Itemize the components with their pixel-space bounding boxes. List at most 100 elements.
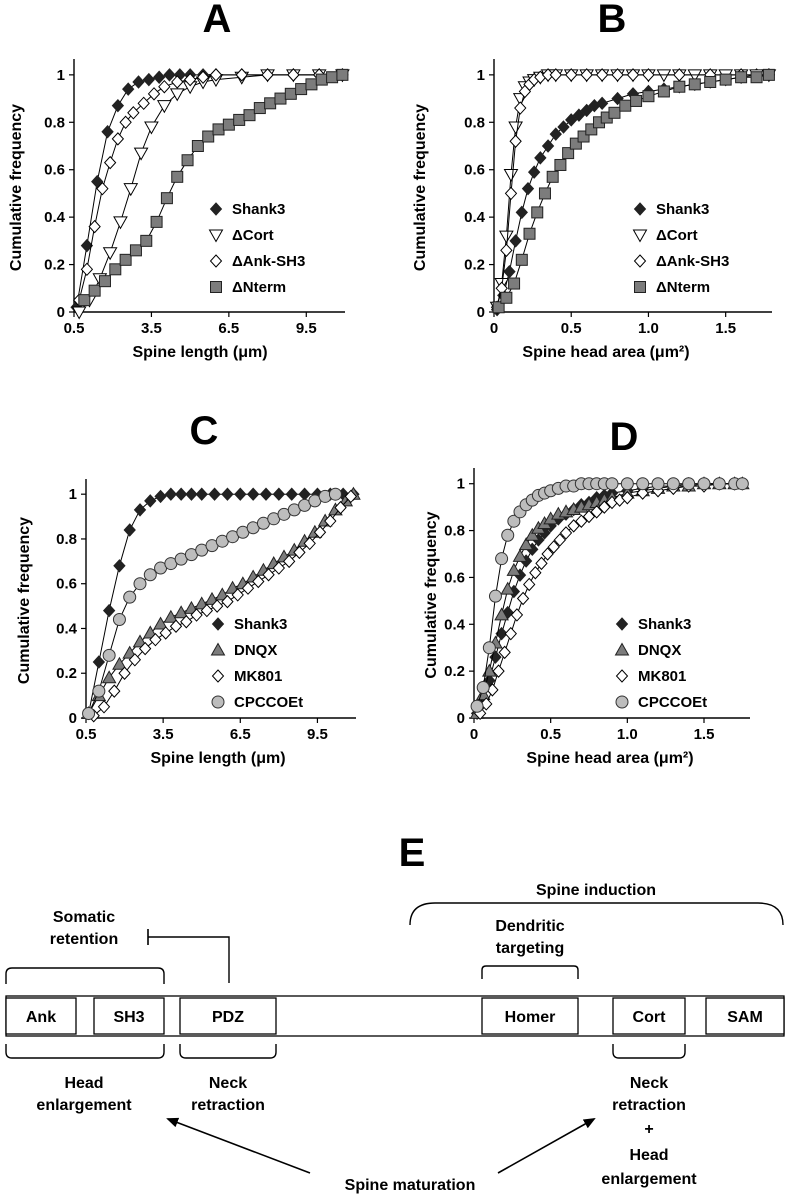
data-point: [651, 477, 665, 491]
data-point: [287, 68, 300, 82]
dendritic-targeting-bracket: [481, 965, 579, 979]
data-point: [234, 487, 247, 501]
data-point: [160, 192, 173, 205]
data-point: [508, 121, 523, 135]
data-point: [88, 219, 101, 234]
legend-marker: [632, 229, 648, 243]
data-point: [735, 71, 748, 84]
data-point: [112, 656, 127, 670]
legend-marker: [633, 254, 647, 268]
data-point: [133, 147, 149, 161]
series-3: [492, 68, 775, 314]
data-point: [515, 253, 528, 266]
data-point: [562, 147, 575, 160]
data-point: [557, 120, 570, 134]
data-point: [208, 487, 221, 501]
data-point: [712, 477, 726, 491]
data-point: [500, 581, 516, 595]
data-point: [180, 615, 193, 629]
data-point: [512, 548, 528, 562]
data-point: [233, 113, 246, 126]
data-point: [293, 545, 306, 560]
data-point: [159, 626, 172, 640]
legend: Shank3 DNQX MK801 CPCCOEt: [614, 616, 707, 711]
y-tick-label: 1: [457, 476, 465, 493]
y-tick-label: 0.6: [56, 576, 77, 593]
x-tick-label: 3.5: [141, 320, 162, 337]
data-point: [704, 75, 717, 88]
domain-ank: Ank: [5, 997, 77, 1035]
legend: Shank3 ΔCort ΔAnk-SH3 ΔNterm: [632, 201, 729, 296]
data-point: [123, 523, 136, 537]
data-point: [140, 234, 153, 247]
data-point: [554, 158, 567, 171]
legend-entry: ΔCort: [232, 227, 274, 244]
shank3-domain-diagram: E Ank SH3 PDZ Homer Cort SAM Spine i: [5, 831, 785, 1194]
data-point: [101, 670, 117, 684]
x-tick-label: 1.5: [694, 726, 715, 743]
somatic-retention-label-2: retention: [50, 931, 118, 948]
data-point: [261, 68, 274, 82]
data-point: [200, 603, 214, 618]
data-point: [535, 556, 548, 571]
x-tick-label: 9.5: [296, 320, 317, 337]
data-point: [128, 653, 142, 667]
y-tick-label: 0: [69, 710, 77, 727]
data-point: [611, 68, 624, 82]
data-point: [482, 641, 496, 655]
series-3: [82, 487, 342, 721]
y-tick-label: 0.8: [464, 114, 485, 131]
legend: Shank3 DNQX MK801 CPCCOEt: [210, 616, 303, 711]
series-line: [496, 74, 769, 308]
data-point: [196, 70, 210, 84]
y-tick-label: 0.2: [44, 257, 65, 274]
data-point: [108, 684, 121, 698]
x-tick-label: 6.5: [218, 320, 239, 337]
domain-cort-label: Cort: [633, 1009, 667, 1026]
y-tick-label: 0: [57, 304, 65, 321]
legend-entry: Shank3: [656, 201, 709, 218]
data-point: [527, 165, 541, 179]
data-point: [565, 68, 578, 82]
legend-marker: [210, 642, 226, 656]
data-point: [112, 613, 126, 627]
y-tick-label: 0.6: [444, 569, 465, 586]
data-point: [156, 100, 172, 114]
data-point: [173, 605, 189, 619]
series-2: [87, 489, 358, 723]
data-point: [656, 69, 672, 83]
data-point: [274, 92, 287, 105]
data-point: [222, 118, 235, 131]
data-point: [605, 477, 619, 491]
y-tick-label: 0.4: [56, 620, 78, 637]
x-tick-label: 1.0: [638, 320, 659, 337]
data-point: [313, 525, 327, 539]
data-point: [500, 291, 513, 304]
data-point: [164, 487, 178, 501]
data-point: [642, 90, 655, 103]
somatic-retention-label-1: Somatic: [53, 909, 115, 926]
data-point: [516, 591, 530, 606]
data-point: [122, 82, 135, 96]
data-point: [133, 503, 147, 517]
data-point: [608, 106, 621, 119]
panel-letter-c: C: [190, 409, 219, 453]
y-tick-label: 0: [457, 710, 465, 727]
data-point: [735, 477, 749, 491]
data-point: [567, 519, 580, 533]
x-axis-label: Spine head area (μm²): [526, 750, 693, 767]
domain-sam: SAM: [705, 997, 785, 1035]
series-line: [496, 74, 769, 308]
data-point: [657, 85, 670, 98]
y-tick-label: 0.4: [444, 616, 466, 633]
data-point: [688, 78, 701, 91]
data-point: [580, 68, 593, 82]
y-tick-label: 0.8: [56, 531, 77, 548]
data-point: [565, 113, 578, 127]
data-point: [132, 75, 145, 89]
legend-entry: ΔAnk-SH3: [656, 253, 729, 270]
dendritic-targeting-label-1: Dendritic: [495, 918, 564, 935]
data-point: [243, 109, 256, 122]
data-point: [506, 562, 522, 576]
data-point: [514, 101, 527, 115]
